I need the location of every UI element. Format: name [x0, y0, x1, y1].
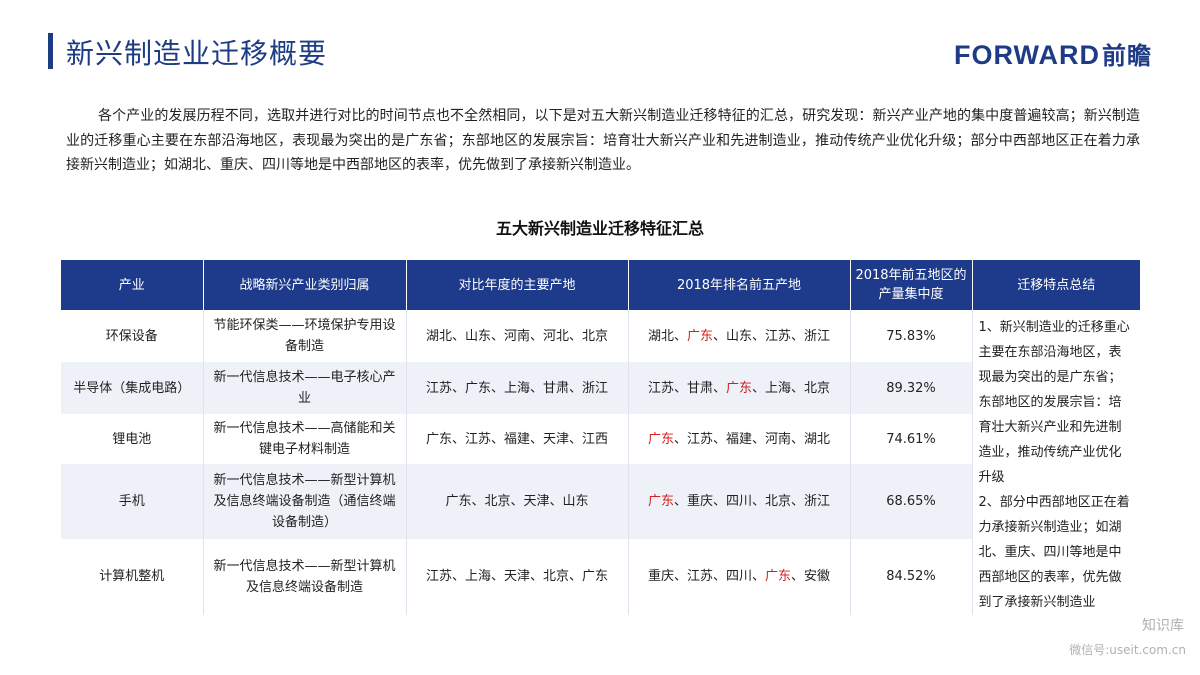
header-past-origin: 对比年度的主要产地 [406, 260, 629, 310]
table-title: 五大新兴制造业迁移特征汇总 [495, 219, 704, 238]
cell-category: 新一代信息技术——电子核心产业 [203, 362, 407, 415]
summary-text: 1、新兴制造业的迁移重心主要在东部沿海地区，表现最为突出的是广东省；东部地区的发… [978, 320, 1130, 610]
header-top5-2018: 2018年排名前五产地 [628, 260, 851, 310]
header-summary: 迁移特点总结 [972, 260, 1140, 310]
cell-past-origin: 广东、北京、天津、山东 [406, 464, 629, 539]
table-row: 锂电池 新一代信息技术——高储能和关键电子材料制造 广东、江苏、福建、天津、江西… [61, 414, 1140, 465]
forward-logo: FORWARD前瞻 [954, 36, 1152, 71]
cell-concentration: 68.65% [850, 464, 972, 539]
cell-past-origin: 湖北、山东、河南、河北、北京 [406, 310, 629, 363]
cell-industry: 环保设备 [61, 310, 204, 363]
cell-top5: 广东、江苏、福建、河南、湖北 [628, 414, 851, 465]
cell-past-origin: 江苏、广东、上海、甘肃、浙江 [406, 362, 629, 415]
highlight-guangdong: 广东 [647, 431, 674, 447]
cell-past-origin: 广东、江苏、福建、天津、江西 [406, 414, 629, 465]
highlight-guangdong: 广东 [725, 380, 752, 396]
cell-category: 节能环保类——环境保护专用设备制造 [203, 310, 407, 363]
cell-top5: 广东、重庆、四川、北京、浙江 [628, 464, 851, 539]
page-title: 新兴制造业迁移概要 [66, 37, 328, 70]
cell-concentration: 75.83% [850, 310, 973, 363]
cell-industry: 锂电池 [61, 414, 204, 465]
table-row: 半导体（集成电路） 新一代信息技术——电子核心产业 江苏、广东、上海、甘肃、浙江… [61, 362, 1140, 415]
table-row: 手机 新一代信息技术——新型计算机及信息终端设备制造（通信终端设备制造） 广东、… [61, 464, 1140, 539]
cell-top5: 重庆、江苏、四川、广东、安徽 [628, 538, 851, 615]
table-row: 计算机整机 新一代信息技术——新型计算机及信息终端设备制造 江苏、上海、天津、北… [61, 538, 1140, 615]
cell-category: 新一代信息技术——高储能和关键电子材料制造 [203, 414, 407, 465]
highlight-guangdong: 广东 [686, 328, 713, 344]
header-concentration: 2018年前五地区的产量集中度 [850, 260, 973, 310]
cell-top5: 江苏、甘肃、广东、上海、北京 [628, 362, 851, 415]
header-category: 战略新兴产业类别归属 [203, 260, 407, 310]
highlight-guangdong: 广东 [764, 569, 791, 585]
intro-paragraph: 各个产业的发展历程不同，选取并进行对比的时间节点也不全然相同，以下是对五大新兴制… [66, 108, 1140, 173]
cell-concentration: 84.52% [850, 538, 972, 615]
logo-text: FORWARD [954, 40, 1100, 70]
cell-industry: 半导体（集成电路） [61, 362, 204, 415]
cell-summary: 1、新兴制造业的迁移重心主要在东部沿海地区，表现最为突出的是广东省；东部地区的发… [971, 310, 1140, 615]
title-accent-bar [48, 33, 53, 69]
cell-industry: 计算机整机 [61, 538, 204, 615]
table-header-row: 产业 战略新兴产业类别归属 对比年度的主要产地 2018年排名前五产地 2018… [61, 260, 1140, 310]
cell-past-origin: 江苏、上海、天津、北京、广东 [406, 538, 629, 615]
cell-category: 新一代信息技术——新型计算机及信息终端设备制造 [203, 538, 407, 615]
cell-concentration: 89.32% [850, 362, 972, 415]
header-industry: 产业 [61, 260, 204, 310]
migration-table: 产业 战略新兴产业类别归属 对比年度的主要产地 2018年排名前五产地 2018… [61, 260, 1140, 615]
logo-cn: 前瞻 [1102, 42, 1152, 70]
watermark-label: 知识库 [1142, 618, 1184, 634]
cell-top5: 湖北、广东、山东、江苏、浙江 [628, 310, 851, 363]
watermark-wechat: 微信号:useit.com.cn [1069, 643, 1186, 657]
table-row: 环保设备 节能环保类——环境保护专用设备制造 湖北、山东、河南、河北、北京 湖北… [61, 310, 1140, 615]
cell-industry: 手机 [61, 464, 204, 539]
cell-category: 新一代信息技术——新型计算机及信息终端设备制造（通信终端设备制造） [203, 464, 407, 539]
cell-concentration: 74.61% [850, 414, 972, 465]
highlight-guangdong: 广东 [647, 494, 674, 510]
